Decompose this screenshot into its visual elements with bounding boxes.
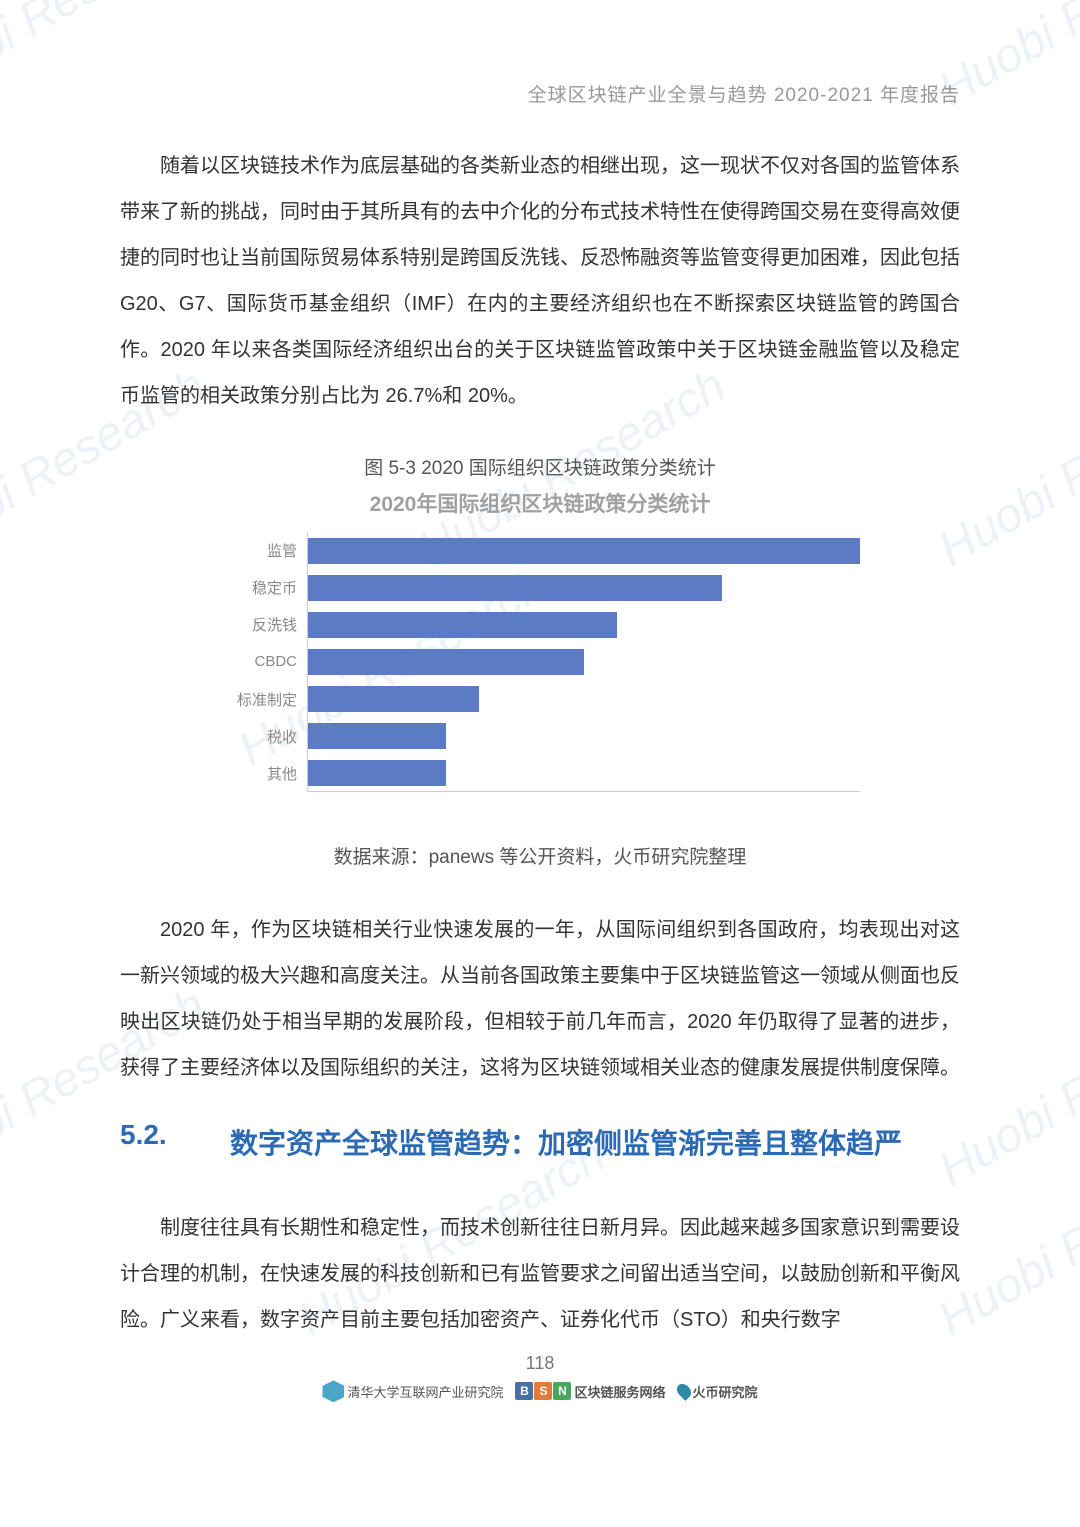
logo-tsinghua: 清华大学互联网产业研究院 bbox=[322, 1380, 503, 1402]
chart-category-label: 标准制定 bbox=[220, 681, 307, 718]
page-header-title: 全球区块链产业全景与趋势 2020-2021 年度报告 bbox=[120, 80, 960, 107]
hexagon-icon bbox=[322, 1380, 344, 1402]
logo-tsinghua-text: 清华大学互联网产业研究院 bbox=[347, 1382, 503, 1401]
chart-bar-row bbox=[308, 754, 860, 791]
chart-bars bbox=[308, 532, 860, 792]
chart-bar bbox=[308, 649, 584, 675]
chart-y-labels: 监管稳定币反洗钱CBDC标准制定税收其他 bbox=[220, 532, 308, 792]
chart-bar bbox=[308, 723, 446, 749]
section-number: 5.2. bbox=[120, 1119, 230, 1151]
logo-huobi: 火币研究院 bbox=[678, 1382, 758, 1401]
chart-bar-row bbox=[308, 569, 860, 606]
chart-category-label: 稳定币 bbox=[220, 569, 307, 606]
flame-icon bbox=[674, 1381, 694, 1401]
page-number: 118 bbox=[120, 1353, 960, 1374]
chart-bar-row bbox=[308, 606, 860, 643]
figure-caption: 图 5-3 2020 国际组织区块链政策分类统计 bbox=[120, 453, 960, 480]
section-title: 数字资产全球监管趋势：加密侧监管渐完善且整体趋严 bbox=[230, 1119, 902, 1169]
chart-category-label: 反洗钱 bbox=[220, 606, 307, 643]
chart-bar-row bbox=[308, 717, 860, 754]
logo-huobi-text: 火币研究院 bbox=[693, 1382, 758, 1401]
chart-bar bbox=[308, 760, 446, 786]
chart-bar bbox=[308, 575, 722, 601]
page-content: 全球区块链产业全景与趋势 2020-2021 年度报告 随着以区块链技术作为底层… bbox=[0, 0, 1080, 1442]
chart-bar-row bbox=[308, 680, 860, 717]
bsn-letter-n: N bbox=[553, 1382, 571, 1400]
logo-bsn: B S N 区块链服务网络 bbox=[515, 1382, 665, 1401]
bsn-icon: B S N bbox=[515, 1382, 571, 1400]
chart-bar-row bbox=[308, 643, 860, 680]
chart-bar bbox=[308, 538, 860, 564]
chart-category-label: CBDC bbox=[220, 643, 307, 680]
chart-title: 2020年国际组织区块链政策分类统计 bbox=[220, 488, 860, 518]
chart-bar bbox=[308, 612, 617, 638]
paragraph-2: 2020 年，作为区块链相关行业快速发展的一年，从国际间组织到各国政府，均表现出… bbox=[120, 907, 960, 1091]
paragraph-1: 随着以区块链技术作为底层基础的各类新业态的相继出现，这一现状不仅对各国的监管体系… bbox=[120, 143, 960, 419]
data-source: 数据来源：panews 等公开资料，火币研究院整理 bbox=[120, 842, 960, 869]
chart-bar-row bbox=[308, 532, 860, 569]
chart-area: 监管稳定币反洗钱CBDC标准制定税收其他 bbox=[220, 532, 860, 792]
section-heading: 5.2. 数字资产全球监管趋势：加密侧监管渐完善且整体趋严 bbox=[120, 1119, 960, 1169]
bar-chart: 2020年国际组织区块链政策分类统计 监管稳定币反洗钱CBDC标准制定税收其他 bbox=[220, 488, 860, 792]
chart-category-label: 监管 bbox=[220, 532, 307, 569]
chart-category-label: 税收 bbox=[220, 718, 307, 755]
chart-category-label: 其他 bbox=[220, 755, 307, 792]
paragraph-3: 制度往往具有长期性和稳定性，而技术创新往往日新月异。因此越来越多国家意识到需要设… bbox=[120, 1205, 960, 1343]
chart-bar bbox=[308, 686, 479, 712]
footer-logos: 清华大学互联网产业研究院 B S N 区块链服务网络 火币研究院 bbox=[120, 1380, 960, 1402]
bsn-letter-s: S bbox=[534, 1382, 552, 1400]
bsn-letter-b: B bbox=[515, 1382, 533, 1400]
logo-bsn-text: 区块链服务网络 bbox=[574, 1382, 665, 1401]
